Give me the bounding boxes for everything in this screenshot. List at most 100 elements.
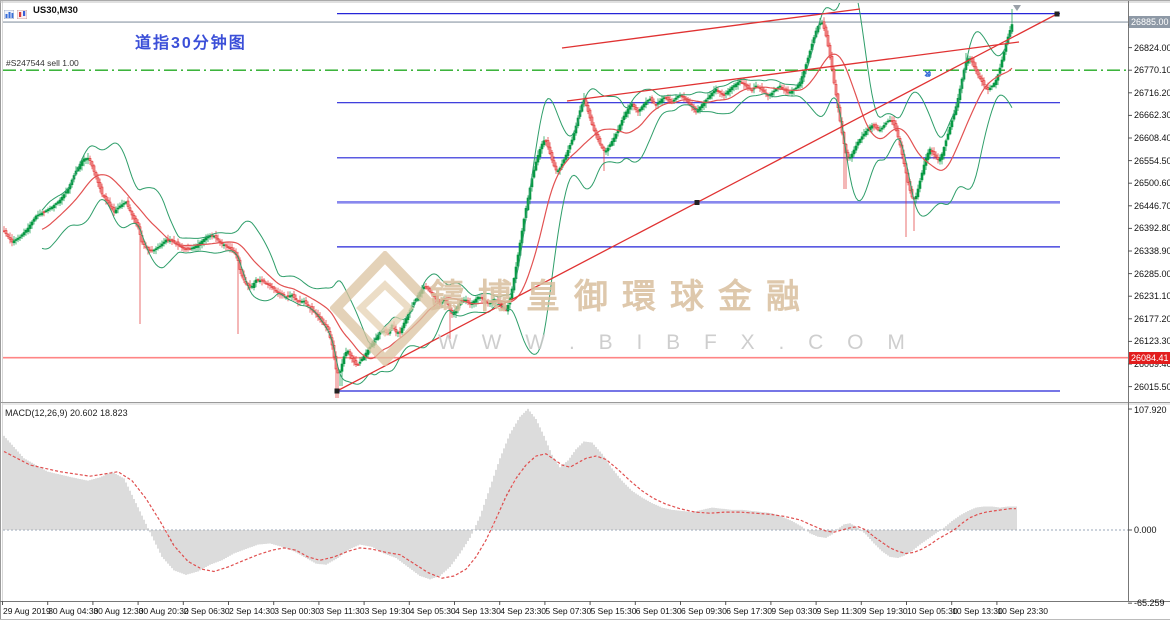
price-tick-label: 26770.10 [1134, 65, 1170, 76]
candle-body [596, 133, 600, 140]
candle-body [668, 99, 672, 103]
candle-body [162, 241, 166, 244]
chart-annotation-text[interactable]: 道指30分钟图 [135, 35, 247, 52]
candle-body [434, 296, 438, 300]
candle-body [98, 182, 102, 189]
candle-body [110, 206, 114, 210]
price-tick-label: 26392.80 [1134, 223, 1170, 234]
time-tick-label: 2 Sep 06:30 [183, 606, 230, 616]
candle-body [612, 137, 616, 142]
candle-body [626, 108, 630, 114]
time-tick-label: 4 Sep 13:30 [455, 606, 501, 616]
candle-body [860, 136, 864, 140]
candle-body [388, 329, 392, 334]
candle-body [126, 200, 130, 207]
candle-body [90, 161, 94, 167]
candle-body [256, 279, 260, 281]
candle-body [926, 152, 930, 160]
candle-body [884, 122, 888, 125]
candle-body [932, 151, 936, 155]
bollinger-upper-band [41, 3, 1013, 344]
candle-body [716, 90, 720, 92]
candle-body [592, 124, 596, 131]
time-tick-label: 4 Sep 05:30 [409, 606, 456, 616]
candle-body [794, 87, 798, 90]
candle-body [542, 140, 546, 146]
candle-body [734, 83, 738, 88]
candle-body [356, 364, 360, 366]
candle-body [340, 363, 344, 372]
candle-body [6, 234, 10, 237]
time-tick-label: 3 Sep 00:30 [274, 606, 321, 616]
candle-body [562, 159, 566, 164]
candle-body [568, 145, 572, 150]
candle-body [682, 96, 686, 99]
candle-body [192, 246, 196, 249]
candle-body [828, 44, 832, 58]
candle-body [780, 86, 784, 89]
candle-body [276, 291, 280, 294]
candle-body [186, 247, 190, 250]
candle-body [940, 153, 944, 160]
candle-body [972, 61, 976, 67]
candle-body [84, 158, 88, 161]
candle-body [742, 82, 746, 85]
time-tick-label: 29 Aug 2019 [3, 606, 51, 616]
candle-body [976, 69, 980, 76]
candle-body [128, 207, 132, 211]
price-tick-label: 26716.20 [1134, 87, 1170, 98]
candle-body [714, 88, 718, 92]
price-tick-label: 26824.00 [1134, 42, 1170, 53]
candle-body [644, 101, 648, 106]
candle-body [718, 91, 722, 93]
candle-body [834, 84, 838, 96]
candle-body [534, 161, 538, 171]
candle-body [950, 120, 954, 128]
candle-body [698, 106, 702, 111]
candle-body [686, 98, 690, 103]
candle-body [826, 35, 830, 47]
candle-body [858, 139, 862, 143]
candle-body [92, 165, 96, 172]
candle-body [62, 194, 66, 199]
candle-body [1000, 59, 1004, 68]
candle-body [394, 329, 398, 333]
candle-body [536, 155, 540, 163]
candle-body [248, 284, 252, 288]
candle-body [870, 125, 874, 129]
candle-body [552, 160, 556, 167]
candle-body [656, 102, 660, 105]
candle-body [444, 299, 448, 303]
time-tick-label: 5 Sep 07:30 [545, 606, 592, 616]
time-tick-label: 6 Sep 09:30 [681, 606, 727, 616]
candle-body [762, 89, 766, 93]
candle-body [772, 90, 776, 93]
time-tick-label: 6 Sep 17:30 [726, 606, 773, 616]
candle-body [822, 21, 826, 29]
candle-body [550, 152, 554, 161]
candle-body [620, 120, 624, 126]
candle-body [672, 99, 676, 102]
candle-body [54, 203, 58, 205]
candle-body [920, 172, 924, 181]
trendline-handle [694, 200, 700, 205]
candle-body [848, 157, 852, 159]
candle-body [602, 147, 606, 151]
candle-body [628, 105, 632, 110]
macd-pane[interactable] [3, 408, 1128, 580]
candle-body [82, 158, 86, 162]
candle-body [974, 66, 978, 72]
candle-body [104, 195, 108, 201]
candlestick-icon [16, 6, 28, 19]
candle-body [710, 92, 714, 97]
candle-body [736, 82, 740, 86]
candle-body [428, 288, 432, 292]
candle-body [158, 245, 162, 248]
candle-body [548, 146, 552, 154]
candle-body [998, 67, 1002, 74]
candle-body [914, 196, 918, 200]
main-price-pane[interactable] [3, 1, 1128, 398]
candle-body [642, 103, 646, 108]
candle-body [132, 214, 136, 220]
